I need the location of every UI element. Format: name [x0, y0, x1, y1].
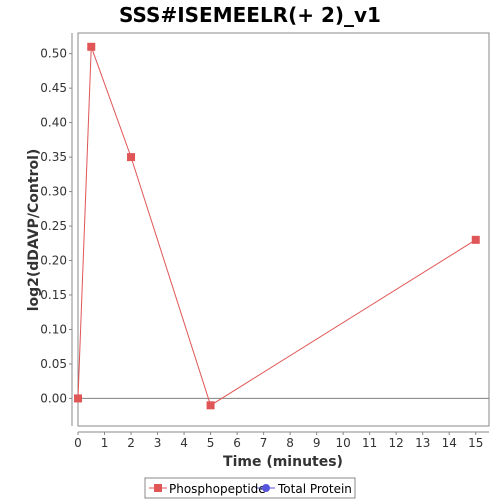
- y-tick-label: 0.05: [40, 357, 67, 371]
- x-tick-label: 5: [207, 436, 215, 450]
- legend-label-total-protein: Total Protein: [277, 482, 352, 496]
- x-tick-label: 4: [180, 436, 188, 450]
- legend-marker-phosphopeptide: [154, 484, 162, 492]
- y-axis-label: log2(dDAVP/Control): [26, 149, 42, 312]
- y-tick-label: 0.40: [40, 116, 67, 130]
- data-point-phosphopeptide: [127, 153, 136, 162]
- legend-label-phosphopeptide: Phosphopeptide: [169, 482, 266, 496]
- y-tick-label: 0.10: [40, 322, 67, 336]
- x-tick-label: 7: [260, 436, 268, 450]
- legend-marker-total-protein: [262, 484, 270, 492]
- y-tick-label: 0.30: [40, 185, 67, 199]
- y-tick-label: 0.15: [40, 288, 67, 302]
- x-tick-label: 14: [442, 436, 457, 450]
- x-tick-label: 11: [362, 436, 377, 450]
- x-tick-label: 6: [233, 436, 241, 450]
- y-ticks: 0.00 0.05 0.10 0.15 0.20 0.25 0.30 0.35 0.40 0.45…: [40, 47, 72, 405]
- legend: Phosphopeptide Total Protein: [144, 477, 356, 499]
- y-tick-label: 0.50: [40, 47, 67, 61]
- data-point-phosphopeptide: [74, 394, 82, 403]
- x-tick-label: 12: [389, 436, 404, 450]
- x-tick-label: 10: [336, 436, 351, 450]
- y-tick-label: 0.00: [40, 391, 67, 405]
- x-tick-label: 15: [468, 436, 483, 450]
- legend-box: [144, 477, 356, 499]
- data-point-phosphopeptide: [87, 42, 96, 51]
- x-tick-label: 1: [101, 436, 109, 450]
- x-tick-label: 0: [74, 436, 82, 450]
- x-tick-label: 3: [154, 436, 162, 450]
- series-layer: [74, 42, 480, 410]
- data-point-phosphopeptide: [206, 401, 215, 410]
- y-tick-label: 0.20: [40, 254, 67, 268]
- x-tick-label: 9: [313, 436, 321, 450]
- chart-title: SSS#ISEMEELR(+ 2)_v1: [119, 3, 381, 27]
- y-tick-label: 0.25: [40, 219, 67, 233]
- x-tick-label: 13: [415, 436, 430, 450]
- data-point-phosphopeptide: [471, 235, 480, 244]
- x-tick-label: 2: [127, 436, 135, 450]
- x-ticks: 0 1 2 3 4 5 6 7 8 9 10 11 12 13 14 15: [74, 432, 483, 450]
- x-axis-label: Time (minutes): [223, 454, 343, 470]
- x-tick-label: 8: [286, 436, 294, 450]
- y-tick-label: 0.35: [40, 150, 67, 164]
- y-tick-label: 0.45: [40, 81, 67, 95]
- plot-area: [77, 32, 490, 427]
